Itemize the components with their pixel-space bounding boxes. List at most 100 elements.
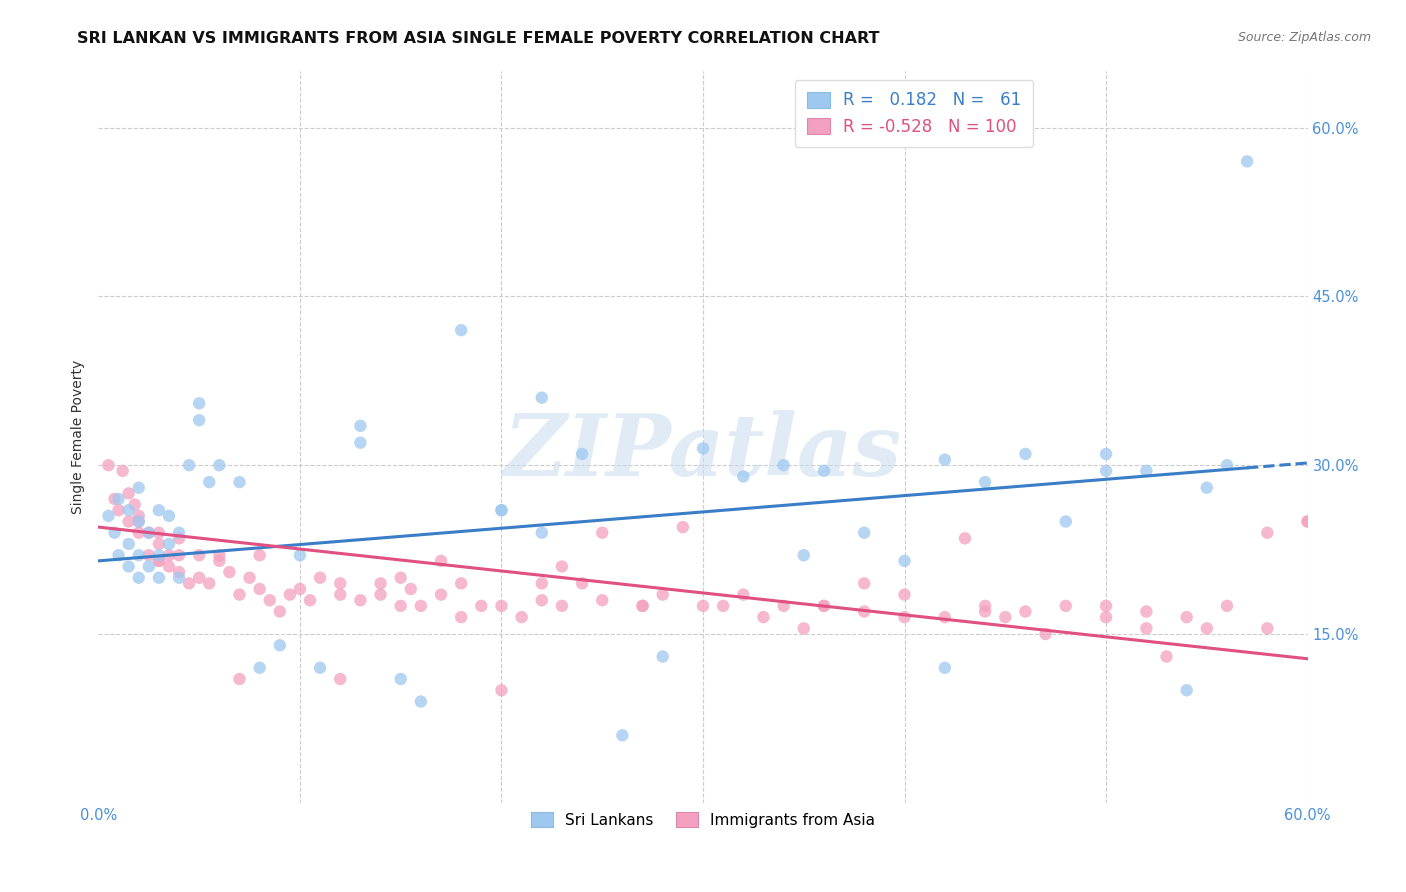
Point — [167, 525, 190, 540]
Point — [111, 464, 134, 478]
Point — [1095, 464, 1118, 478]
Point — [793, 548, 815, 562]
Point — [188, 413, 211, 427]
Point — [711, 599, 734, 613]
Point — [389, 599, 412, 613]
Point — [288, 582, 311, 596]
Point — [370, 588, 392, 602]
Point — [813, 599, 835, 613]
Point — [692, 442, 714, 456]
Point — [1095, 610, 1118, 624]
Point — [208, 458, 231, 473]
Point — [128, 571, 150, 585]
Point — [103, 491, 125, 506]
Point — [228, 475, 250, 489]
Point — [188, 396, 211, 410]
Point — [1296, 515, 1319, 529]
Point — [1135, 621, 1157, 635]
Point — [148, 503, 170, 517]
Point — [269, 605, 291, 619]
Point — [138, 548, 160, 562]
Point — [138, 525, 160, 540]
Point — [188, 571, 211, 585]
Point — [349, 435, 371, 450]
Point — [1175, 610, 1198, 624]
Point — [974, 475, 997, 489]
Y-axis label: Single Female Poverty: Single Female Poverty — [72, 360, 86, 514]
Point — [530, 391, 553, 405]
Point — [128, 515, 150, 529]
Point — [249, 548, 271, 562]
Point — [994, 610, 1017, 624]
Point — [450, 610, 472, 624]
Point — [389, 672, 412, 686]
Point — [107, 503, 129, 517]
Point — [389, 571, 412, 585]
Point — [651, 649, 673, 664]
Point — [813, 464, 835, 478]
Point — [107, 548, 129, 562]
Point — [733, 469, 755, 483]
Point — [672, 520, 695, 534]
Point — [450, 323, 472, 337]
Point — [530, 576, 553, 591]
Point — [1054, 599, 1077, 613]
Text: Source: ZipAtlas.com: Source: ZipAtlas.com — [1237, 31, 1371, 45]
Point — [409, 694, 432, 708]
Point — [530, 593, 553, 607]
Point — [157, 548, 180, 562]
Point — [893, 610, 915, 624]
Point — [399, 582, 422, 596]
Point — [1236, 154, 1258, 169]
Point — [157, 508, 180, 523]
Point — [1216, 599, 1239, 613]
Point — [934, 661, 956, 675]
Point — [128, 481, 150, 495]
Point — [288, 548, 311, 562]
Point — [329, 672, 352, 686]
Point — [157, 537, 180, 551]
Point — [551, 559, 574, 574]
Point — [591, 593, 613, 607]
Point — [692, 599, 714, 613]
Point — [118, 486, 141, 500]
Point — [128, 525, 150, 540]
Point — [138, 525, 160, 540]
Point — [1014, 605, 1036, 619]
Point — [138, 559, 160, 574]
Point — [208, 554, 231, 568]
Point — [118, 559, 141, 574]
Point — [228, 672, 250, 686]
Point — [188, 548, 211, 562]
Point — [953, 532, 976, 546]
Point — [1095, 599, 1118, 613]
Point — [239, 571, 262, 585]
Point — [612, 728, 634, 742]
Point — [167, 532, 190, 546]
Point — [249, 582, 271, 596]
Point — [1156, 649, 1178, 664]
Legend: Sri Lankans, Immigrants from Asia: Sri Lankans, Immigrants from Asia — [523, 805, 883, 836]
Point — [491, 683, 513, 698]
Point — [349, 593, 371, 607]
Point — [167, 565, 190, 579]
Point — [1054, 515, 1077, 529]
Point — [1195, 621, 1218, 635]
Point — [107, 491, 129, 506]
Point — [259, 593, 281, 607]
Point — [591, 525, 613, 540]
Point — [249, 661, 271, 675]
Point — [179, 458, 201, 473]
Point — [103, 525, 125, 540]
Point — [118, 515, 141, 529]
Point — [1175, 683, 1198, 698]
Point — [853, 605, 876, 619]
Point — [1135, 605, 1157, 619]
Point — [118, 503, 141, 517]
Point — [1256, 525, 1278, 540]
Point — [571, 576, 593, 591]
Text: SRI LANKAN VS IMMIGRANTS FROM ASIA SINGLE FEMALE POVERTY CORRELATION CHART: SRI LANKAN VS IMMIGRANTS FROM ASIA SINGL… — [77, 31, 880, 46]
Point — [853, 525, 876, 540]
Point — [893, 554, 915, 568]
Point — [329, 588, 352, 602]
